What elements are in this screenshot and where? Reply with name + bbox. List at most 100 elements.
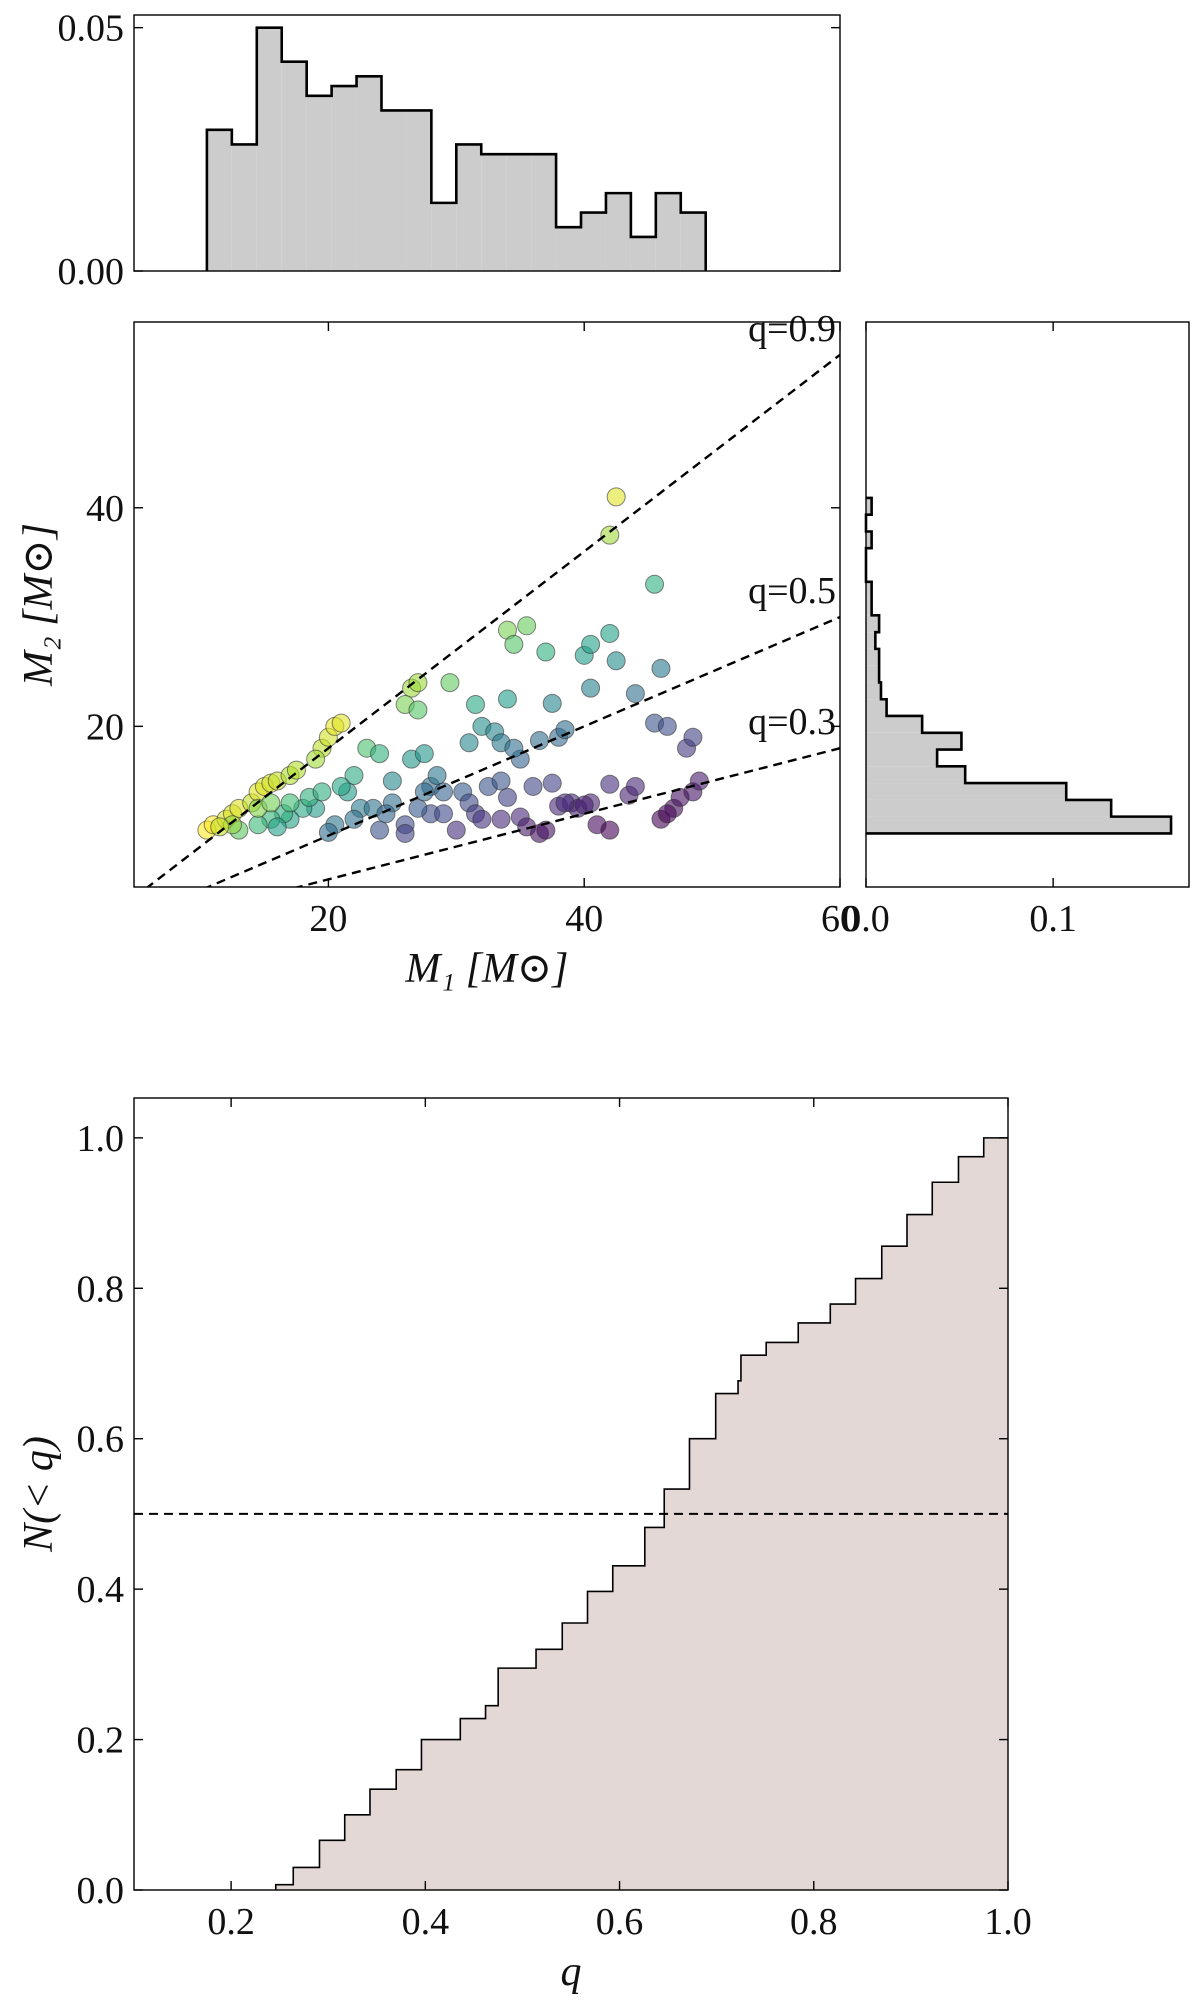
x-tick-label: 0.6: [596, 1901, 644, 1943]
bar: [581, 212, 606, 271]
ratio-line: [205, 615, 840, 887]
bar: [406, 110, 432, 271]
bar: [231, 144, 257, 271]
point: [600, 525, 620, 545]
point: [523, 776, 543, 796]
point: [395, 823, 415, 843]
ratio-label: q=0.5: [748, 570, 836, 612]
point: [331, 713, 351, 733]
histogram-outline: [864, 496, 1173, 835]
x-tick-label: 0.8: [790, 1901, 838, 1943]
point: [555, 720, 575, 740]
y-tick-label: 0.05: [58, 8, 125, 50]
point: [606, 487, 626, 507]
axes-frame: [865, 321, 1190, 888]
point: [331, 776, 351, 796]
point: [536, 642, 556, 662]
point: [517, 616, 537, 636]
point: [427, 766, 447, 786]
bar: [866, 581, 872, 599]
point: [574, 795, 594, 815]
bar: [331, 86, 357, 271]
x-tick-label: 20: [309, 898, 347, 940]
point: [286, 760, 306, 780]
point: [465, 694, 485, 714]
cdf-line: [274, 1137, 1008, 1890]
y-tick-label: 0.6: [77, 1419, 125, 1461]
axes-frame: [133, 14, 841, 272]
x-tick-label: 0.4: [402, 1901, 450, 1943]
point: [600, 623, 620, 643]
bar: [506, 154, 532, 271]
point: [625, 684, 645, 704]
bar: [866, 648, 880, 666]
ratio-label: q=0.3: [748, 701, 836, 743]
point: [504, 634, 524, 654]
y-tick-label: 1.0: [77, 1118, 125, 1160]
bar: [866, 732, 962, 750]
bar: [531, 154, 557, 271]
cdf-area: [275, 1137, 1008, 1890]
point: [497, 787, 517, 807]
point: [472, 809, 492, 829]
bar: [630, 236, 656, 271]
point: [446, 820, 466, 840]
y-tick-label: 0.4: [77, 1569, 125, 1611]
point: [504, 738, 524, 758]
point: [555, 793, 575, 813]
y-axis-label: N(< q): [16, 1436, 62, 1553]
x-tick-label: 1.0: [984, 1901, 1032, 1943]
bar: [456, 144, 482, 271]
bar: [866, 816, 1172, 834]
point: [376, 804, 396, 824]
point: [657, 716, 677, 736]
ratio-label: q=0.9: [748, 308, 836, 350]
bar: [356, 76, 382, 271]
point: [408, 700, 428, 720]
y-tick-label: 40: [86, 488, 124, 530]
point: [370, 820, 390, 840]
point: [267, 817, 287, 837]
bar: [866, 531, 872, 549]
point: [645, 574, 665, 594]
point: [344, 766, 364, 786]
point: [440, 673, 460, 693]
bar: [866, 715, 923, 733]
y-tick-label: 0.8: [77, 1268, 125, 1310]
bar: [866, 632, 876, 649]
axes-frame: [133, 1097, 1009, 1891]
point: [651, 658, 671, 678]
point: [434, 804, 454, 824]
x-tick-label: 40: [565, 898, 603, 940]
subplot: 0.00 0.05: [58, 8, 841, 293]
bar: [866, 799, 1112, 817]
point: [542, 773, 562, 793]
bar: [866, 766, 966, 784]
x-axis-label: q: [561, 1949, 582, 1995]
point: [318, 822, 338, 842]
x-axis-label: M₁ [M⊙]: [405, 946, 569, 992]
subplot: 0.0 0.2 0.4 0.6 0.8 1.0 0.2 0.4 0.6 0.8 1.0 q N(< q): [16, 1097, 1032, 1995]
point: [344, 809, 364, 829]
point: [581, 634, 601, 654]
subplot: 0.0 0.1: [842, 321, 1190, 940]
x-tick-label: 0.0: [842, 898, 890, 940]
subplot: q=0.9 q=0.5 q=0.3 20 40 20 40 60 M₁ [M⊙] M₂ [M⊙]: [16, 308, 859, 992]
bar: [281, 61, 307, 271]
point: [657, 804, 677, 824]
y-tick-label: 20: [86, 706, 124, 748]
point: [408, 798, 428, 818]
x-tick-label: 0.1: [1029, 898, 1077, 940]
bar: [866, 497, 872, 515]
point: [491, 771, 511, 791]
ratio-line: [145, 353, 840, 887]
bar: [605, 193, 631, 271]
bar: [866, 783, 1067, 800]
y-tick-label: 0.0: [77, 1870, 125, 1912]
point: [382, 771, 402, 791]
point: [280, 793, 300, 813]
bar: [206, 129, 232, 271]
bar: [680, 212, 706, 271]
bar: [866, 682, 881, 700]
